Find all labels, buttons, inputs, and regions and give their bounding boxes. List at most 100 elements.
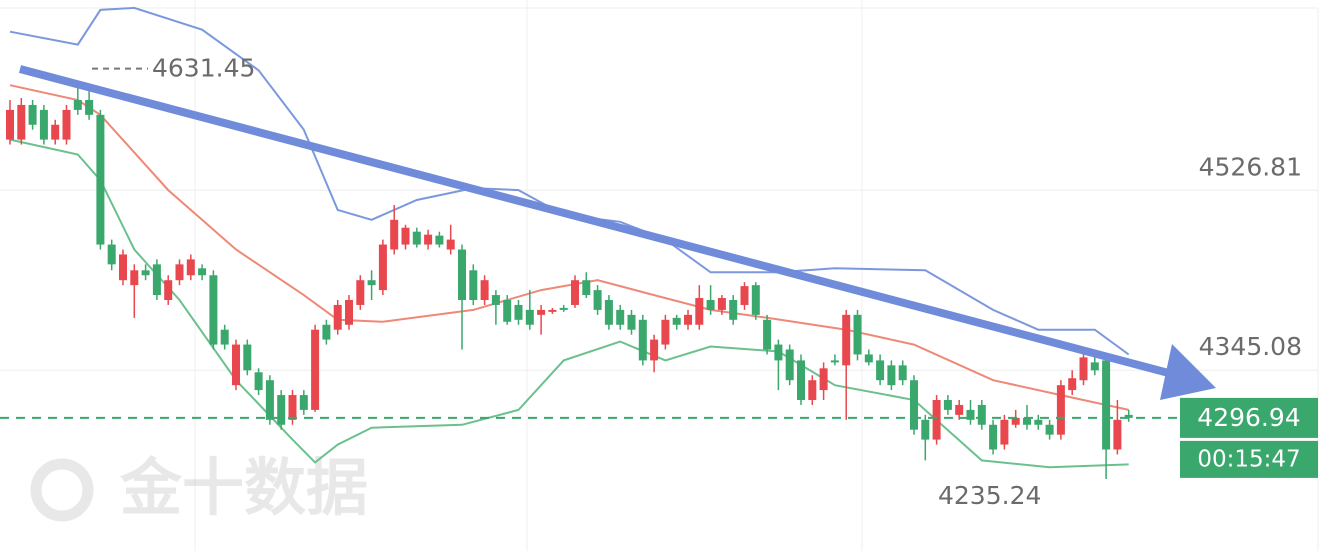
candle-body xyxy=(943,400,952,410)
candle-body xyxy=(819,368,828,391)
candle-body xyxy=(378,244,387,291)
candle-body xyxy=(311,329,320,410)
candle-body xyxy=(243,344,252,371)
candle-body xyxy=(62,109,71,140)
candle-body xyxy=(299,395,308,410)
candle-body xyxy=(1034,419,1043,425)
candle-body xyxy=(232,344,240,386)
candle-body xyxy=(616,309,625,325)
candle-body xyxy=(277,395,286,425)
candle-body xyxy=(977,404,986,425)
candle-body xyxy=(1045,424,1054,435)
last-price-label: 4296.94 xyxy=(1197,403,1300,432)
y-tick-label: 4526.81 xyxy=(1199,152,1302,181)
candle-body xyxy=(695,298,704,325)
candle-body xyxy=(1011,417,1020,425)
trend-arrowhead xyxy=(1160,344,1216,400)
candle-body xyxy=(17,104,26,140)
candle-body xyxy=(898,365,907,381)
candle-body xyxy=(164,280,173,301)
candle-body xyxy=(830,360,839,363)
candle-body xyxy=(51,124,60,140)
candle-body xyxy=(333,304,342,330)
candle-body xyxy=(717,298,726,310)
candle-body xyxy=(650,339,659,361)
candle-body xyxy=(684,314,692,325)
candle-body xyxy=(989,424,998,450)
y-tick-label: 4345.08 xyxy=(1199,332,1302,361)
candle-body xyxy=(367,280,376,286)
candle-body xyxy=(322,324,331,340)
overlay: 4526.81 4345.08 4296.94 00:15:47 4631.45 4235… xyxy=(0,54,1318,510)
candle-body xyxy=(119,254,127,281)
watermark: 金十数据 xyxy=(30,451,368,524)
candle-body xyxy=(1113,419,1122,450)
candle-body xyxy=(808,380,817,401)
candle-body xyxy=(412,231,421,245)
candle-body xyxy=(1124,414,1133,418)
candle-body xyxy=(797,360,805,401)
candle-body xyxy=(469,270,478,301)
grid xyxy=(0,189,1318,371)
candles xyxy=(6,86,1133,479)
candle-body xyxy=(582,280,591,296)
candle-body xyxy=(751,285,760,315)
candle-body xyxy=(548,309,557,312)
candle-body xyxy=(446,239,455,250)
candle-body xyxy=(638,319,647,361)
candle-body xyxy=(39,109,48,140)
trend-arrow xyxy=(18,65,1216,400)
candle-body xyxy=(85,100,94,115)
candle-body xyxy=(966,409,975,420)
candle-body xyxy=(220,329,229,345)
candle-body xyxy=(571,280,579,305)
candle-body xyxy=(1056,385,1065,435)
candle-body xyxy=(955,404,964,415)
candle-body xyxy=(254,372,263,391)
candle-body xyxy=(73,100,82,110)
candle-body xyxy=(853,314,862,355)
candle-body xyxy=(1068,378,1077,391)
watermark-text: 金十数据 xyxy=(119,451,368,524)
candle-body xyxy=(514,304,523,320)
candle-body xyxy=(842,314,851,366)
candle-body xyxy=(785,349,794,381)
candle-body xyxy=(910,380,918,430)
candle-body xyxy=(604,300,613,325)
candle-body xyxy=(729,300,738,320)
candle-body xyxy=(593,290,602,310)
candle-body xyxy=(107,244,116,265)
candle-body xyxy=(6,109,14,140)
candle-body xyxy=(152,264,161,296)
candle-body xyxy=(1000,419,1009,445)
candle-body xyxy=(390,219,399,250)
candle-body xyxy=(435,235,444,245)
candle-body xyxy=(209,275,218,345)
candle-body xyxy=(491,295,500,305)
candle-body xyxy=(424,234,433,245)
candle-body xyxy=(356,280,365,305)
candle-body xyxy=(265,380,274,420)
candle-body xyxy=(537,309,546,315)
candle-body xyxy=(661,319,670,345)
candle-body xyxy=(1102,360,1111,450)
candle-body xyxy=(774,344,783,361)
candle-body xyxy=(458,249,466,301)
candle-body xyxy=(1090,362,1099,371)
candle-body xyxy=(740,286,749,305)
max-label: 4631.45 xyxy=(152,54,255,83)
last-price-box xyxy=(1180,397,1318,438)
candle-body xyxy=(559,307,568,310)
candle-body xyxy=(864,354,873,363)
candle-body xyxy=(1079,357,1088,381)
candle-body xyxy=(932,400,941,440)
band-line xyxy=(9,84,1129,411)
candle-body xyxy=(876,360,885,381)
trend-line xyxy=(18,65,1182,380)
band-line xyxy=(9,6,1130,356)
candle-body xyxy=(921,419,930,440)
candle-body xyxy=(627,314,636,330)
candle-body xyxy=(96,114,105,245)
